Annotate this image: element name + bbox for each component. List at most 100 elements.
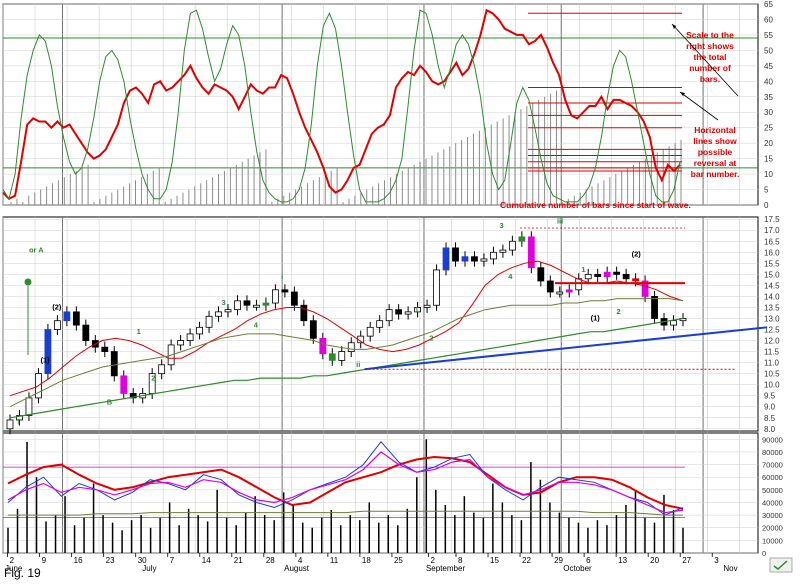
wave-label: 3 xyxy=(499,221,503,230)
annotation-scale-line: number of xyxy=(689,63,731,73)
candle-body xyxy=(243,300,251,306)
y-tick-label: 40000 xyxy=(762,498,783,507)
y-tick-label: 12.5 xyxy=(764,326,780,335)
y-tick-label: 65 xyxy=(764,0,773,9)
x-month-label: September xyxy=(426,564,465,573)
annotation-horizontal-line: reversal at xyxy=(694,158,737,168)
wave-label: (2) xyxy=(52,303,62,312)
wave-label: 4 xyxy=(508,272,513,281)
candle-body xyxy=(414,307,421,313)
x-tick-label: 4 xyxy=(298,556,303,565)
wave-label: 1 xyxy=(581,265,585,274)
candle-body xyxy=(25,397,33,416)
check-icon xyxy=(773,560,788,570)
volume-line-magenta xyxy=(7,451,684,514)
candle-body xyxy=(6,419,14,430)
candle-body xyxy=(158,364,166,375)
osc-series-red xyxy=(2,8,681,201)
x-tick-label: 30 xyxy=(138,556,147,565)
y-tick-label: 50000 xyxy=(762,486,783,495)
y-tick-label: 9.5 xyxy=(764,392,776,401)
annotation-horizontal-line: bar number. xyxy=(691,169,740,179)
candle-body xyxy=(53,320,61,330)
candle-body xyxy=(63,311,71,322)
y-tick-label: 35 xyxy=(764,93,773,102)
y-tick-label: 14.5 xyxy=(764,281,780,290)
wave-label: or A xyxy=(29,245,44,254)
y-tick-label: 10 xyxy=(764,170,773,179)
x-tick-label: 2 xyxy=(431,556,436,565)
wave-marker-circle xyxy=(24,278,32,286)
wave-label: (2) xyxy=(632,250,642,259)
candle-body xyxy=(101,346,109,352)
candle-body xyxy=(338,351,346,361)
y-tick-label: 5 xyxy=(764,186,769,195)
candle-body xyxy=(452,247,459,262)
volume-line-blue xyxy=(7,441,684,516)
x-tick-label: 8 xyxy=(458,556,463,565)
candle-body xyxy=(404,311,412,315)
candle-body xyxy=(300,304,308,322)
annotation-horizontal-line: Horizontal xyxy=(694,125,736,135)
ma-red xyxy=(9,260,684,397)
y-tick-label: 11.0 xyxy=(764,359,780,368)
candle-body xyxy=(234,300,241,311)
panel-osc-frame xyxy=(2,3,759,206)
y-tick-label: 13.0 xyxy=(764,314,780,323)
arrow-head xyxy=(672,24,676,29)
candle-body xyxy=(319,337,327,355)
y-tick-label: 45 xyxy=(764,62,773,71)
candle-body xyxy=(224,309,232,313)
candle-body xyxy=(613,271,621,275)
wave-label: (1) xyxy=(591,314,601,323)
arrow-head xyxy=(680,92,685,96)
annotation-cumulative: Cumulative number of bars since start of… xyxy=(500,200,691,210)
figure-label: Fig. 19 xyxy=(4,566,41,580)
x-tick-label: 16 xyxy=(74,556,83,565)
wave-label: i xyxy=(281,272,283,281)
candle-body xyxy=(253,304,260,308)
x-tick-label: 14 xyxy=(202,556,211,565)
y-tick-label: 9.0 xyxy=(764,403,776,412)
wave-label: 2 xyxy=(617,307,621,316)
annotation-horizontal-line: possible xyxy=(698,147,733,157)
candle-body xyxy=(527,236,535,269)
candle-body xyxy=(328,353,336,361)
y-tick-label: 10.5 xyxy=(764,370,780,379)
candle-body xyxy=(565,289,573,293)
y-tick-label: 0 xyxy=(764,201,769,210)
ma-olive xyxy=(9,298,684,408)
annotation-arrow xyxy=(671,23,739,97)
y-tick-label: 15.0 xyxy=(764,270,780,279)
candle-body xyxy=(461,256,469,262)
wave-label: 4 xyxy=(254,320,259,329)
candle-body xyxy=(546,280,554,293)
y-tick-label: 0 xyxy=(762,549,766,558)
candle-body xyxy=(385,309,393,322)
x-tick-label: 23 xyxy=(106,556,115,565)
x-tick-label: 29 xyxy=(554,556,563,565)
candle-body xyxy=(423,304,431,308)
candle-body xyxy=(537,267,545,282)
annotation-horizontal-line: lines show xyxy=(693,136,737,146)
annotation-scale-line: right shows xyxy=(686,41,734,51)
candle-body xyxy=(16,415,23,421)
annotation-arrow xyxy=(679,91,719,121)
x-month-label: July xyxy=(142,564,156,573)
x-month-label: August xyxy=(284,564,310,573)
y-tick-label: 17.5 xyxy=(764,215,780,224)
x-tick-label: 2 xyxy=(10,556,15,565)
y-tick-label: 12.0 xyxy=(764,337,780,346)
x-tick-label: 7 xyxy=(170,556,175,565)
candle-body xyxy=(584,273,592,280)
candle-body xyxy=(347,342,355,352)
annotation-scale-line: Scale to the xyxy=(686,30,734,40)
ma-green xyxy=(9,317,684,419)
y-tick-label: 20 xyxy=(764,139,773,148)
candle-body xyxy=(366,326,374,337)
x-tick-label: 20 xyxy=(650,556,659,565)
y-tick-label: 20000 xyxy=(762,524,783,533)
candle-body xyxy=(490,251,497,260)
candle-body xyxy=(471,256,478,262)
